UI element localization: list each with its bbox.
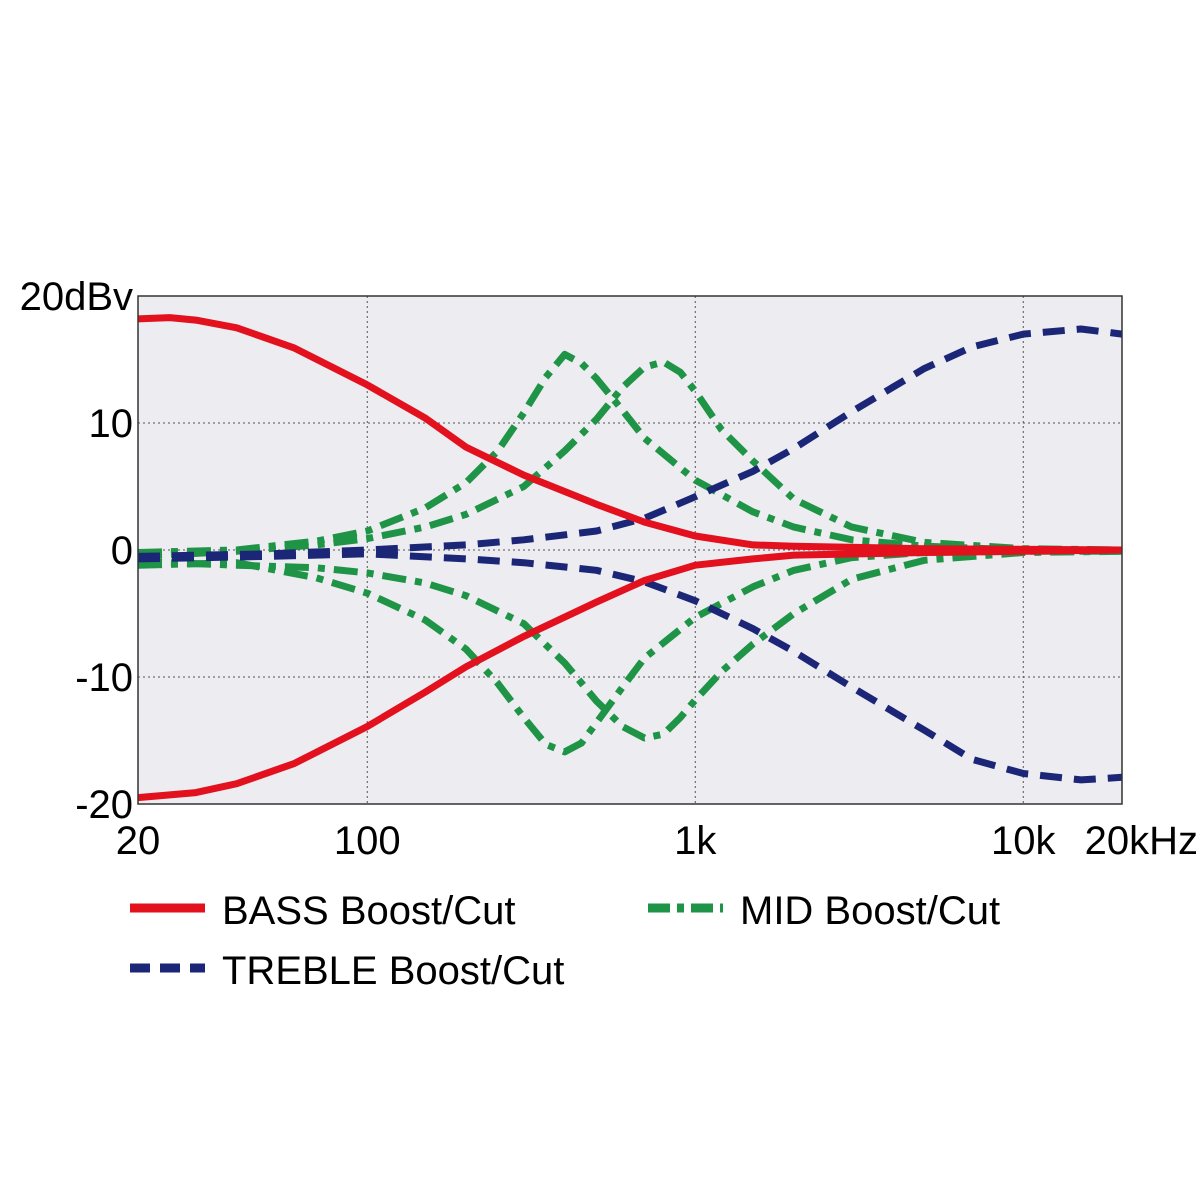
legend-label-treble: TREBLE Boost/Cut	[222, 949, 564, 993]
y-tick-label: 0	[111, 529, 133, 573]
x-tick-label: 20kHz	[1085, 819, 1198, 863]
y-tick-label: -10	[75, 656, 133, 700]
legend-label-bass: BASS Boost/Cut	[222, 889, 515, 933]
y-tick-label: 10	[89, 402, 134, 446]
x-tick-label: 1k	[674, 819, 717, 863]
x-tick-label: 100	[334, 819, 401, 863]
legend-label-mid: MID Boost/Cut	[740, 889, 1000, 933]
x-tick-label: 20	[116, 819, 161, 863]
x-tick-label: 10k	[991, 819, 1056, 863]
y-tick-label: 20dBv	[20, 275, 133, 319]
